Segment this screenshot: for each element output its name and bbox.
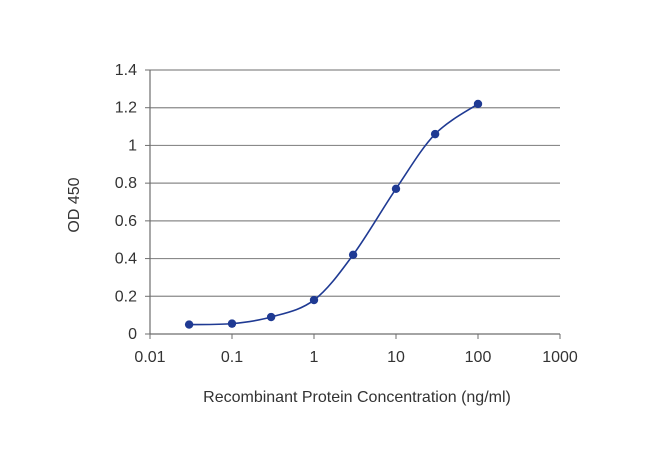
y-tick-label: 0.4 (115, 251, 137, 268)
y-tick-label: 1.2 (115, 100, 137, 117)
y-tick-labels: 0 0.2 0.4 0.6 0.8 1 1.2 1.4 (115, 62, 137, 343)
x-tick-label: 100 (465, 349, 492, 366)
y-tick-label: 0.2 (115, 288, 137, 305)
data-points (184, 99, 483, 329)
x-tick-labels: 0.01 0.1 1 10 100 1000 (134, 349, 577, 366)
y-tick-label: 1.4 (115, 62, 137, 79)
data-point (184, 320, 194, 329)
axes-layer (145, 69, 561, 339)
x-tick-label: 0.01 (134, 349, 165, 366)
data-point (473, 99, 483, 109)
data-point (348, 250, 358, 259)
data-point (391, 184, 401, 193)
series-line (189, 103, 479, 326)
x-tick-label: 1 (310, 349, 319, 366)
y-tick-label: 0 (128, 326, 137, 343)
series-line-layer (189, 103, 479, 326)
grid-layer (150, 69, 560, 297)
data-point (227, 319, 237, 328)
x-tick-label: 1000 (542, 349, 578, 366)
y-tick-label: 0.6 (115, 213, 137, 230)
x-tick-label: 0.1 (221, 349, 243, 366)
data-point (309, 295, 319, 305)
data-point (266, 312, 276, 322)
y-tick-label: 1 (128, 137, 137, 154)
y-axis-title: OD 450 (66, 177, 83, 232)
y-tick-label: 0.8 (115, 175, 137, 192)
x-tick-label: 10 (387, 349, 405, 366)
data-point (430, 129, 440, 139)
x-axis-title: Recombinant Protein Concentration (ng/ml… (203, 389, 511, 406)
